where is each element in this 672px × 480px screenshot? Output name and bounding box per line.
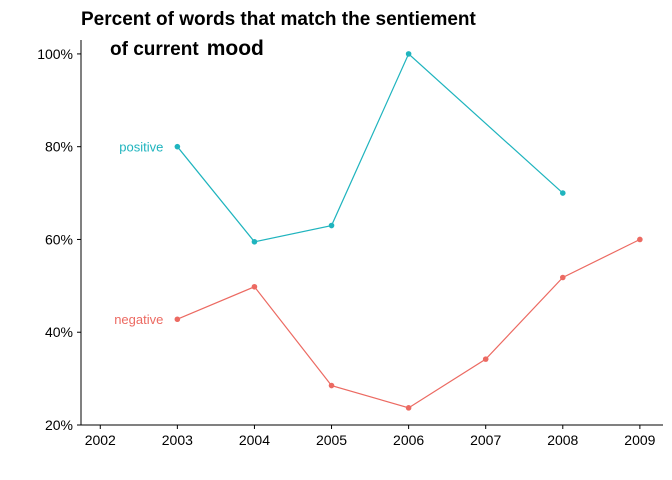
x-tick-label: 2009	[624, 432, 655, 448]
y-tick-label: 40%	[45, 324, 73, 340]
data-point-positive	[405, 51, 412, 57]
y-tick-label: 80%	[45, 139, 73, 155]
x-tick-label: 2007	[470, 432, 501, 448]
series-positive: positive	[119, 51, 566, 245]
x-tick-label: 2008	[547, 432, 578, 448]
x-tick-label: 2003	[162, 432, 193, 448]
series-line-negative	[177, 238, 641, 409]
series-label-positive: positive	[119, 140, 163, 155]
series-line-positive	[176, 52, 564, 243]
chart-title-emphasis: mood	[207, 37, 264, 60]
x-tick-label: 2004	[239, 432, 270, 448]
data-point-negative	[328, 382, 335, 389]
y-tick-label: 100%	[37, 46, 73, 62]
data-point-negative	[405, 405, 412, 411]
chart-title-line-1: Percent of words that match the sentieme…	[81, 9, 477, 30]
series-label-negative: negative	[114, 312, 163, 327]
series-negative: negative	[114, 236, 643, 411]
data-point-negative	[482, 356, 489, 362]
data-point-positive	[174, 143, 181, 150]
x-tick-label: 2006	[393, 432, 424, 448]
chart-axes: 2002 2003 2004 2005 2006 2007 2008 2009 20% 40% 60…	[37, 40, 663, 448]
data-point-positive	[251, 238, 258, 245]
data-point-positive	[559, 190, 566, 196]
data-point-negative	[559, 274, 566, 281]
series-layer: positive negative	[114, 51, 643, 411]
chart-title-line-2: of current mood	[110, 37, 264, 60]
data-point-negative	[251, 283, 258, 290]
data-point-negative	[174, 316, 181, 323]
x-tick-label: 2002	[85, 432, 116, 448]
data-point-negative	[637, 236, 643, 243]
data-point-positive	[328, 222, 335, 229]
y-tick-label: 20%	[45, 417, 73, 433]
x-tick-label: 2005	[316, 432, 347, 448]
chart-title-prefix: of current	[110, 39, 199, 60]
y-tick-label: 60%	[45, 231, 73, 247]
